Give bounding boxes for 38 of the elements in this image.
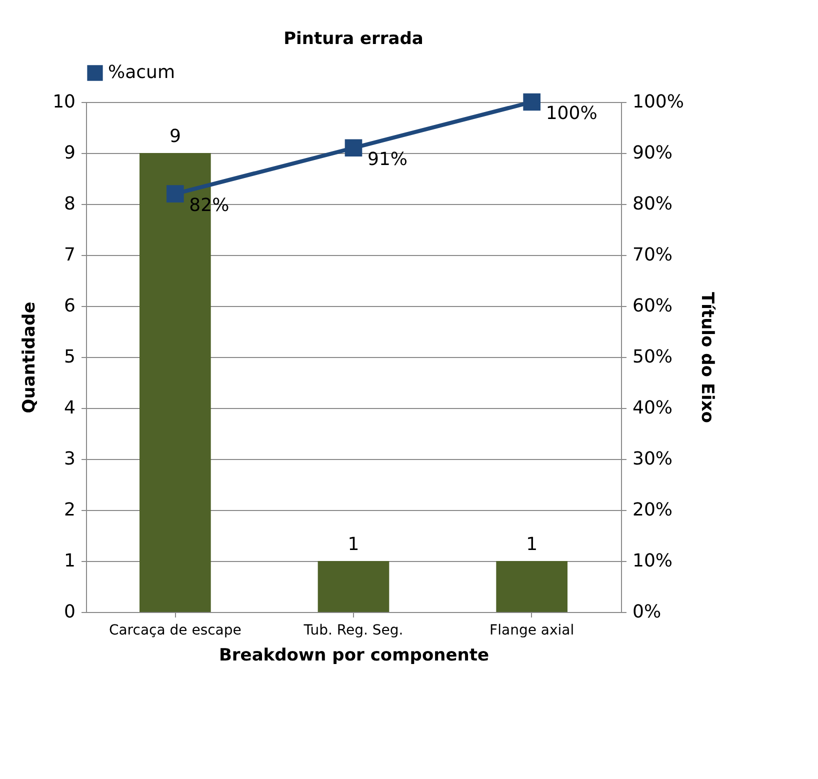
y-tick-label: 8 xyxy=(64,194,76,214)
y2-tick-label: 0% xyxy=(632,602,662,622)
y2-tick-label: 70% xyxy=(632,244,673,266)
y-tick-label: 9 xyxy=(64,142,76,164)
y2-tick-label: 80% xyxy=(632,194,673,214)
y2-tick-label: 90% xyxy=(632,142,673,164)
x-axis-title: Breakdown por componente xyxy=(218,646,490,666)
x-tick-label: Flange axial xyxy=(490,622,574,638)
x-tick-label: Tub. Reg. Seg. xyxy=(302,622,404,638)
y-tick-label: 7 xyxy=(64,244,76,266)
data-label: 1 xyxy=(526,534,538,555)
point xyxy=(523,93,540,111)
y2-tick-label: 100% xyxy=(632,92,684,112)
data-label: 91% xyxy=(368,148,408,170)
y-axis-title: Quantidade xyxy=(20,302,40,414)
data-label: 9 xyxy=(169,126,181,147)
y2-axis-title: Título do Eixo xyxy=(696,292,717,423)
y-tick-label: 2 xyxy=(64,500,76,520)
y2-tick-label: 30% xyxy=(632,448,673,470)
y2-tick-label: 20% xyxy=(632,500,673,520)
y-tick-label: 6 xyxy=(64,296,76,316)
y-tick-label: 5 xyxy=(64,346,76,368)
y-tick-label: 1 xyxy=(64,550,76,572)
chart-title: Pintura errada xyxy=(284,29,424,49)
y2-tick-label: 40% xyxy=(632,398,673,418)
data-label: 1 xyxy=(348,534,360,555)
point xyxy=(166,185,184,202)
data-label: 100% xyxy=(546,103,598,124)
y2-tick-label: 60% xyxy=(632,296,673,316)
point xyxy=(344,139,362,157)
y2-tick-label: 50% xyxy=(632,346,673,368)
y-tick-label: 4 xyxy=(64,398,76,418)
x-tick-label: Carcaça de escape xyxy=(108,622,242,638)
y-tick-label: 10 xyxy=(52,92,76,112)
legend-label: %acum xyxy=(108,62,175,83)
y-tick-label: 3 xyxy=(64,448,76,470)
y-tick-label: 0 xyxy=(64,602,76,622)
y2-tick-label: 10% xyxy=(632,550,673,572)
